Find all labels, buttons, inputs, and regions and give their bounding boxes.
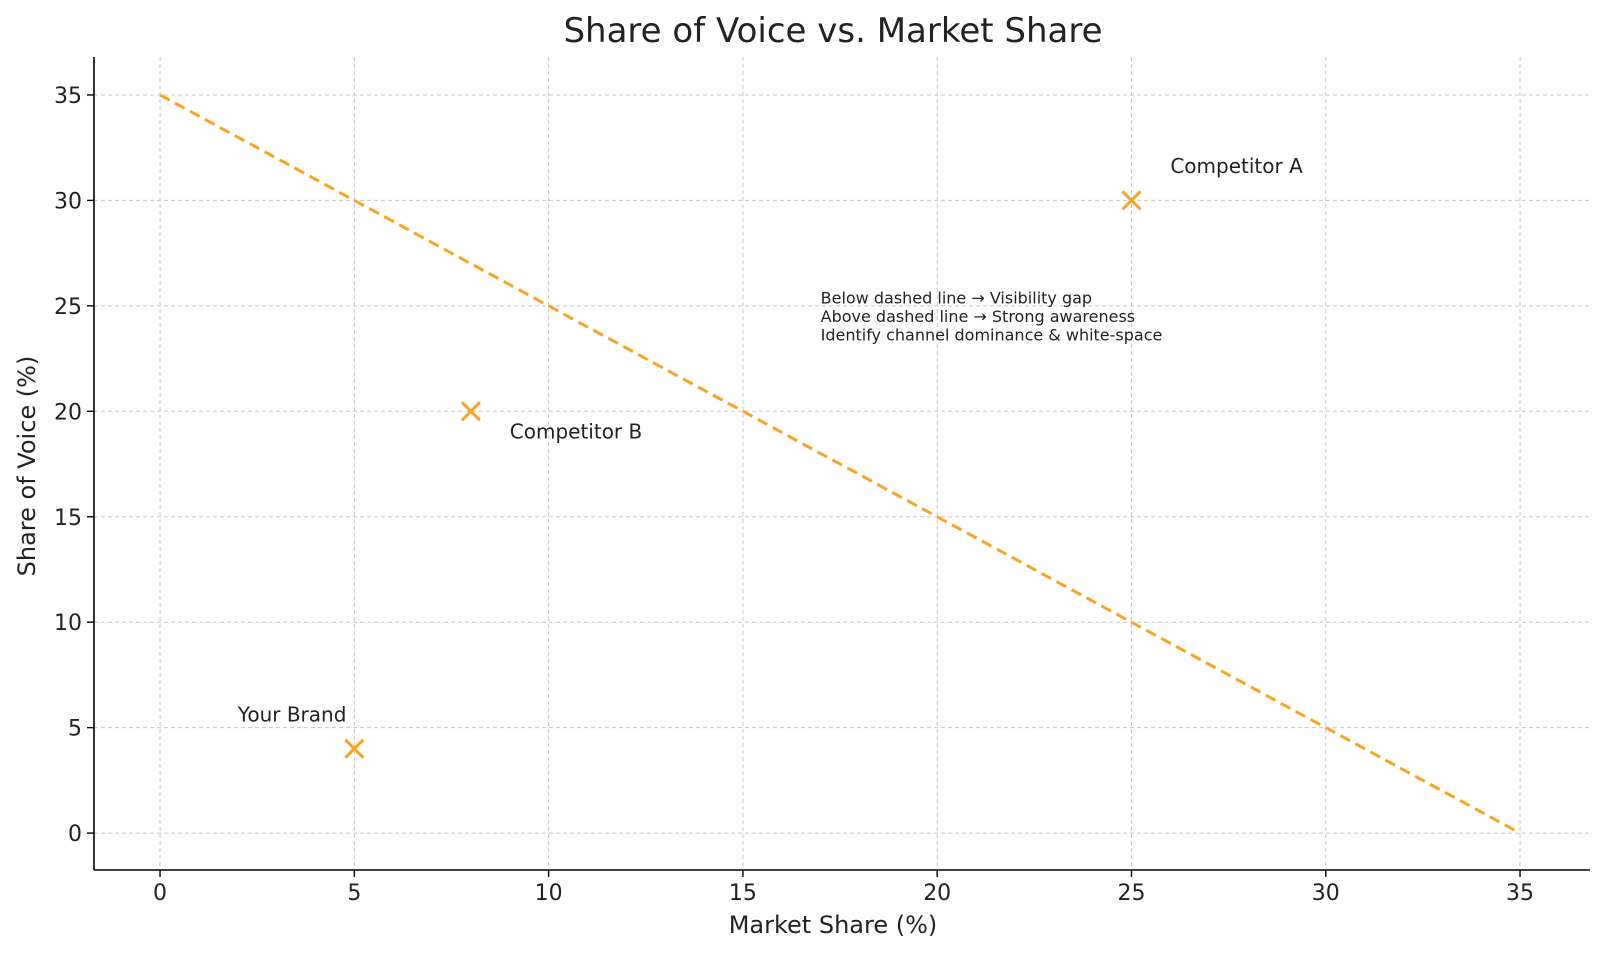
x-tick-label: 35 bbox=[1506, 881, 1534, 906]
annotation-line: Identify channel dominance & white-space bbox=[821, 326, 1163, 345]
annotation-line: Below dashed line → Visibility gap bbox=[821, 289, 1092, 308]
y-tick-label: 25 bbox=[54, 295, 82, 320]
marker-stroke bbox=[344, 738, 365, 759]
annotation-line: Above dashed line → Strong awareness bbox=[821, 307, 1136, 326]
data-point-marker bbox=[344, 738, 365, 759]
y-axis-label: Share of Voice (%) bbox=[13, 356, 41, 577]
y-tick-label: 10 bbox=[54, 611, 82, 636]
grid bbox=[94, 57, 1590, 870]
chart-title: Share of Voice vs. Market Share bbox=[563, 11, 1102, 51]
data-point-marker bbox=[1121, 190, 1142, 211]
reference-dashed-line bbox=[159, 93, 1521, 835]
x-tick-label: 20 bbox=[923, 881, 951, 906]
x-tick-label: 5 bbox=[347, 881, 361, 906]
marker-stroke bbox=[460, 401, 481, 422]
x-axis-label: Market Share (%) bbox=[729, 911, 938, 939]
y-tick-label: 15 bbox=[54, 506, 82, 531]
x-tick-label: 30 bbox=[1312, 881, 1340, 906]
data-points bbox=[344, 190, 1142, 759]
point-label: Your Brand bbox=[237, 702, 347, 726]
reference-line-layer bbox=[159, 93, 1521, 835]
x-tick-label: 15 bbox=[729, 881, 757, 906]
x-tick-label: 25 bbox=[1117, 881, 1145, 906]
point-label: Competitor B bbox=[510, 420, 642, 444]
annotation: Below dashed line → Visibility gapAbove … bbox=[821, 289, 1163, 345]
x-tick-label: 10 bbox=[535, 881, 563, 906]
y-tick-label: 35 bbox=[54, 84, 82, 109]
y-tick-label: 5 bbox=[68, 717, 82, 742]
data-point-marker bbox=[460, 401, 481, 422]
point-labels: Competitor A Competitor B Your Brand bbox=[237, 154, 1303, 726]
y-tick-label: 0 bbox=[68, 822, 82, 847]
marker-stroke bbox=[1121, 190, 1142, 211]
y-tick-label: 20 bbox=[54, 400, 82, 425]
y-tick-label: 30 bbox=[54, 189, 82, 214]
axes: 0 5 10 15 20 25 30 35 0 5 10 15 20 25 30 35 bbox=[54, 57, 1590, 906]
point-label: Competitor A bbox=[1170, 154, 1303, 178]
x-tick-label: 0 bbox=[153, 881, 167, 906]
